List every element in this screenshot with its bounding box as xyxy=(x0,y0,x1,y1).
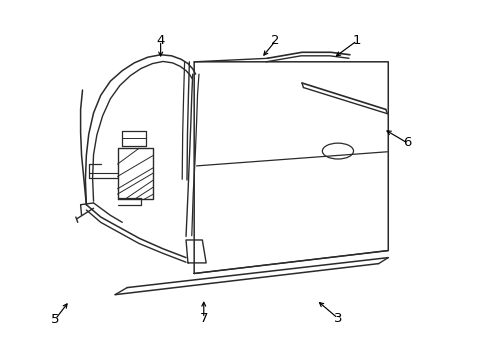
Text: 2: 2 xyxy=(271,34,279,47)
Text: 6: 6 xyxy=(403,136,411,149)
Text: 4: 4 xyxy=(156,34,164,47)
Text: 3: 3 xyxy=(333,312,342,325)
Text: 5: 5 xyxy=(51,313,60,326)
Text: 7: 7 xyxy=(199,312,207,325)
Text: 1: 1 xyxy=(352,34,361,47)
